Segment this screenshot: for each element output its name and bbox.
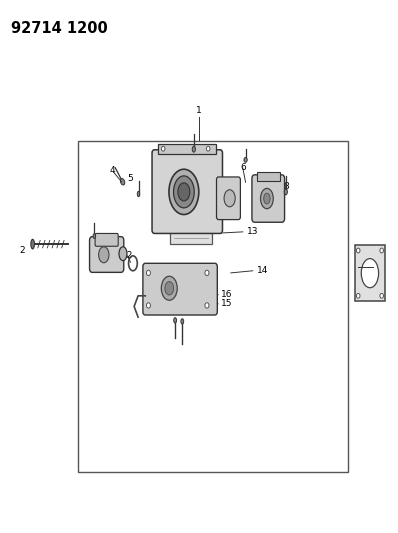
Text: 14: 14 (257, 266, 268, 275)
Text: 92714 1200: 92714 1200 (11, 21, 108, 36)
Bar (257, 172, 280, 181)
Ellipse shape (31, 239, 34, 249)
FancyBboxPatch shape (143, 263, 217, 315)
Ellipse shape (174, 318, 177, 323)
Text: 16: 16 (221, 290, 233, 299)
Ellipse shape (181, 319, 184, 324)
Ellipse shape (357, 248, 360, 253)
Text: 15: 15 (221, 300, 233, 308)
Ellipse shape (137, 191, 140, 197)
Ellipse shape (161, 276, 177, 300)
Ellipse shape (93, 234, 96, 238)
Ellipse shape (146, 303, 150, 308)
Ellipse shape (205, 270, 209, 276)
Text: 3: 3 (373, 262, 379, 271)
Text: 6: 6 (240, 164, 246, 172)
Text: 9: 9 (191, 156, 197, 164)
FancyBboxPatch shape (252, 175, 285, 222)
Bar (355, 245, 385, 301)
Ellipse shape (380, 293, 383, 298)
Ellipse shape (162, 146, 165, 151)
Text: 8: 8 (284, 182, 289, 191)
Ellipse shape (119, 247, 127, 261)
Ellipse shape (205, 303, 209, 308)
FancyBboxPatch shape (217, 177, 240, 220)
Ellipse shape (121, 179, 125, 185)
Bar (170, 232, 212, 244)
Ellipse shape (165, 281, 174, 295)
Ellipse shape (224, 190, 235, 207)
Ellipse shape (244, 158, 247, 163)
FancyBboxPatch shape (95, 233, 118, 246)
Text: 7: 7 (252, 205, 258, 213)
FancyBboxPatch shape (90, 237, 124, 272)
Ellipse shape (174, 176, 194, 208)
Ellipse shape (206, 146, 210, 151)
Ellipse shape (178, 183, 190, 201)
Ellipse shape (284, 189, 287, 195)
Text: 11: 11 (90, 238, 101, 247)
Text: 13: 13 (247, 228, 258, 236)
Text: 4: 4 (109, 166, 115, 175)
Ellipse shape (192, 146, 195, 152)
Ellipse shape (380, 248, 383, 253)
Bar (158, 144, 216, 154)
Text: 10: 10 (96, 258, 107, 266)
Text: 1: 1 (196, 106, 202, 115)
Ellipse shape (261, 189, 273, 209)
Ellipse shape (99, 247, 109, 263)
Text: 5: 5 (128, 174, 133, 183)
FancyBboxPatch shape (152, 150, 222, 233)
Ellipse shape (361, 259, 378, 288)
Ellipse shape (146, 270, 150, 276)
Ellipse shape (264, 193, 270, 204)
Bar (78, 141, 348, 472)
Ellipse shape (357, 293, 360, 298)
Text: 2: 2 (19, 246, 25, 255)
Ellipse shape (169, 169, 199, 214)
Text: 12: 12 (122, 252, 133, 260)
